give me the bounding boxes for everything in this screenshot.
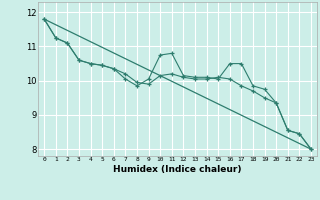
X-axis label: Humidex (Indice chaleur): Humidex (Indice chaleur) bbox=[113, 165, 242, 174]
